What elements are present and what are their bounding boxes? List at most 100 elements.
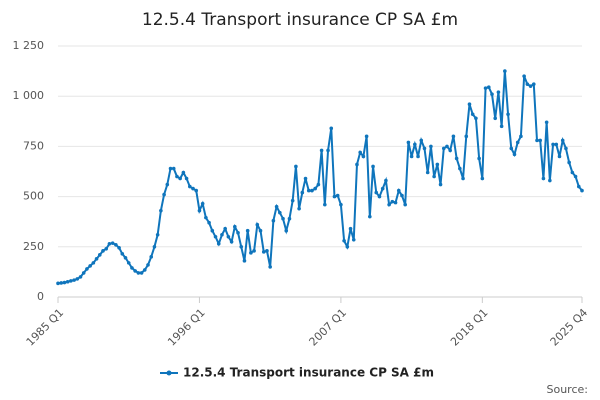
point xyxy=(519,134,523,139)
point xyxy=(387,202,391,207)
point xyxy=(528,84,533,88)
point xyxy=(261,250,266,254)
x-tick-label: 1985 Q1 xyxy=(24,306,67,349)
point xyxy=(78,275,83,279)
point xyxy=(294,164,298,169)
legend-label: 12.5.4 Transport insurance CP SA £m xyxy=(183,366,434,380)
point xyxy=(274,204,279,209)
point xyxy=(361,154,366,159)
point xyxy=(531,82,536,86)
point xyxy=(348,226,353,231)
point xyxy=(223,226,227,231)
point xyxy=(535,138,539,143)
point xyxy=(377,194,382,199)
point xyxy=(91,261,96,265)
y-tick-label: 750 xyxy=(23,139,44,152)
point xyxy=(509,146,514,151)
point xyxy=(435,162,440,167)
point xyxy=(107,241,112,246)
point xyxy=(477,156,481,161)
point xyxy=(130,266,134,270)
point xyxy=(570,170,575,175)
point xyxy=(470,112,475,117)
point xyxy=(226,234,231,239)
point xyxy=(416,154,420,159)
point xyxy=(342,238,346,243)
point xyxy=(281,216,285,221)
point xyxy=(551,142,555,147)
point xyxy=(236,230,240,235)
point xyxy=(159,208,163,213)
point xyxy=(136,271,141,275)
point xyxy=(413,142,417,147)
point xyxy=(329,126,334,131)
point xyxy=(69,279,73,283)
point xyxy=(496,90,501,94)
point xyxy=(300,190,305,195)
point xyxy=(544,120,549,125)
point xyxy=(165,182,170,187)
point xyxy=(425,170,430,175)
point xyxy=(422,146,427,151)
point xyxy=(580,188,584,193)
point xyxy=(515,140,520,145)
point xyxy=(59,281,64,285)
point xyxy=(374,190,379,195)
y-tick-label: 1 250 xyxy=(13,39,45,52)
point xyxy=(339,202,343,207)
point xyxy=(316,182,321,187)
point xyxy=(168,166,173,171)
point xyxy=(368,214,372,219)
point xyxy=(445,144,449,149)
point xyxy=(181,170,186,175)
point xyxy=(345,245,350,249)
y-tick-label: 0 xyxy=(37,290,44,303)
point xyxy=(139,271,144,275)
point xyxy=(72,278,76,282)
point xyxy=(220,232,224,237)
point xyxy=(233,224,237,229)
point xyxy=(303,176,308,181)
point xyxy=(480,176,485,181)
point xyxy=(142,268,147,272)
legend-marker xyxy=(166,370,172,376)
point xyxy=(255,222,260,227)
point xyxy=(178,176,182,181)
point xyxy=(525,82,530,86)
point xyxy=(110,241,115,245)
point xyxy=(149,255,154,259)
y-tick-label: 250 xyxy=(23,240,44,253)
point xyxy=(458,166,462,171)
point xyxy=(409,154,414,159)
point xyxy=(120,252,125,256)
point xyxy=(493,116,498,121)
point xyxy=(358,150,362,155)
point xyxy=(310,188,314,193)
point xyxy=(239,245,244,249)
x-tick-label: 2025 Q4 xyxy=(548,306,591,349)
point xyxy=(323,202,327,207)
point xyxy=(538,138,543,143)
point xyxy=(567,160,571,165)
point xyxy=(503,69,507,73)
point xyxy=(335,193,340,198)
x-tick-label: 2018 Q1 xyxy=(448,306,491,349)
point xyxy=(245,228,250,233)
point xyxy=(290,198,295,203)
point xyxy=(506,112,510,117)
point xyxy=(171,166,176,171)
point xyxy=(216,241,221,246)
point xyxy=(419,138,424,143)
point xyxy=(512,152,517,157)
x-tick-label: 1996 Q1 xyxy=(165,306,208,349)
chart-title: 12.5.4 Transport insurance CP SA £m xyxy=(142,10,458,30)
point xyxy=(97,253,102,257)
point xyxy=(65,279,70,284)
point xyxy=(396,188,401,193)
point xyxy=(126,261,131,265)
point xyxy=(441,146,446,151)
x-tick-label: 2007 Q1 xyxy=(307,306,350,349)
point xyxy=(81,271,86,275)
point xyxy=(393,200,398,205)
point xyxy=(557,154,562,159)
